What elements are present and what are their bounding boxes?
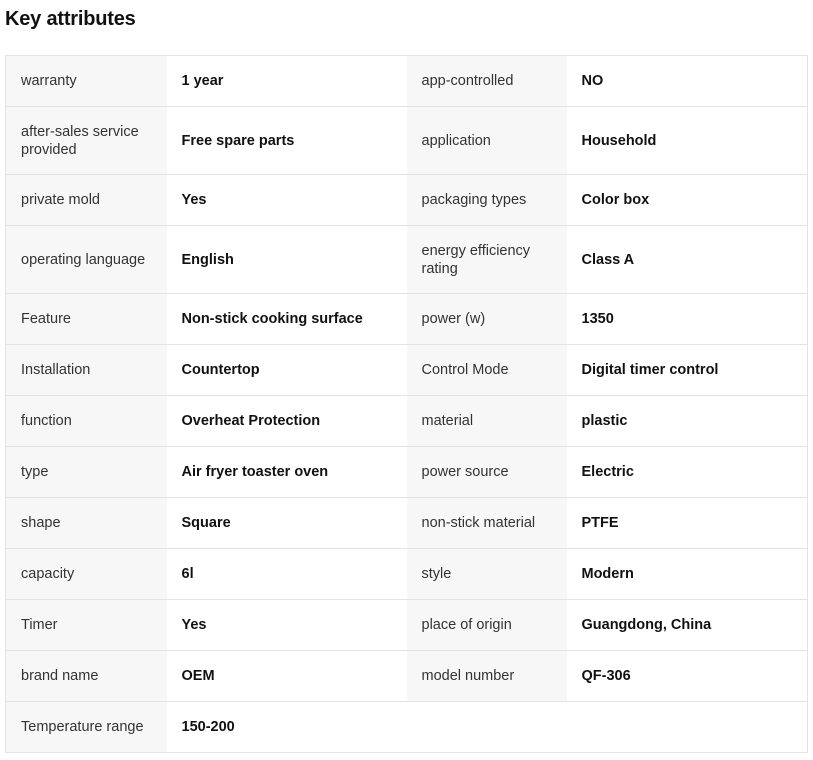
- attribute-label: power (w): [406, 293, 567, 345]
- attribute-value: Free spare parts: [166, 106, 407, 175]
- attribute-row: type Air fryer toaster oven power source…: [5, 446, 808, 498]
- attribute-value: Yes: [166, 599, 407, 651]
- attribute-label: energy efficiency rating: [406, 225, 567, 294]
- attribute-row: Timer Yes place of origin Guangdong, Chi…: [5, 599, 808, 651]
- attribute-value: 150-200: [166, 701, 407, 753]
- attribute-label: shape: [5, 497, 167, 549]
- attribute-value: 1 year: [166, 55, 407, 107]
- section-title: Key attributes: [5, 8, 136, 30]
- attribute-value: Household: [566, 106, 808, 175]
- attribute-value: Yes: [166, 174, 407, 226]
- attribute-label: function: [5, 395, 167, 447]
- attribute-label: Installation: [5, 344, 167, 396]
- attribute-label: power source: [406, 446, 567, 498]
- attribute-value: Non-stick cooking surface: [166, 293, 407, 345]
- attribute-row: operating language English energy effici…: [5, 225, 808, 294]
- attribute-row: warranty 1 year app-controlled NO: [5, 55, 808, 107]
- attribute-value: Countertop: [166, 344, 407, 396]
- attribute-label: type: [5, 446, 167, 498]
- attribute-label: application: [406, 106, 567, 175]
- attribute-row: brand name OEM model number QF-306: [5, 650, 808, 702]
- attribute-row: Installation Countertop Control Mode Dig…: [5, 344, 808, 396]
- attribute-value: NO: [566, 55, 808, 107]
- attribute-value: PTFE: [566, 497, 808, 549]
- attribute-label: Timer: [5, 599, 167, 651]
- attribute-label: warranty: [5, 55, 167, 107]
- attribute-value: Electric: [566, 446, 808, 498]
- attribute-row: Feature Non-stick cooking surface power …: [5, 293, 808, 345]
- attribute-label: material: [406, 395, 567, 447]
- attribute-value: OEM: [166, 650, 407, 702]
- attribute-value: English: [166, 225, 407, 294]
- attribute-label: Feature: [5, 293, 167, 345]
- attribute-label: model number: [406, 650, 567, 702]
- attribute-label: app-controlled: [406, 55, 567, 107]
- attribute-label: style: [406, 548, 567, 600]
- attribute-value: Modern: [566, 548, 808, 600]
- attribute-value: Guangdong, China: [566, 599, 808, 651]
- attribute-value: plastic: [566, 395, 808, 447]
- key-attributes-table: warranty 1 year app-controlled NO after-…: [5, 55, 808, 753]
- attribute-label: place of origin: [406, 599, 567, 651]
- attribute-value: 6l: [166, 548, 407, 600]
- attribute-label: packaging types: [406, 174, 567, 226]
- attribute-row: function Overheat Protection material pl…: [5, 395, 808, 447]
- attribute-row: after-sales service provided Free spare …: [5, 106, 808, 175]
- attribute-value: Air fryer toaster oven: [166, 446, 407, 498]
- attribute-row: private mold Yes packaging types Color b…: [5, 174, 808, 226]
- attribute-label: non-stick material: [406, 497, 567, 549]
- attribute-value: Color box: [566, 174, 808, 226]
- attribute-value: Class A: [566, 225, 808, 294]
- attribute-label: operating language: [5, 225, 167, 294]
- attribute-value: QF-306: [566, 650, 808, 702]
- attribute-label: brand name: [5, 650, 167, 702]
- empty-cell: [406, 701, 567, 753]
- attribute-label: after-sales service provided: [5, 106, 167, 175]
- attribute-label: Control Mode: [406, 344, 567, 396]
- attribute-value: Square: [166, 497, 407, 549]
- attribute-row: shape Square non-stick material PTFE: [5, 497, 808, 549]
- attribute-label: private mold: [5, 174, 167, 226]
- attribute-value: 1350: [566, 293, 808, 345]
- attribute-value: Overheat Protection: [166, 395, 407, 447]
- attribute-value: Digital timer control: [566, 344, 808, 396]
- attribute-label: capacity: [5, 548, 167, 600]
- attribute-row: capacity 6l style Modern: [5, 548, 808, 600]
- attribute-row: Temperature range 150-200: [5, 701, 808, 753]
- empty-cell: [566, 701, 808, 753]
- attribute-label: Temperature range: [5, 701, 167, 753]
